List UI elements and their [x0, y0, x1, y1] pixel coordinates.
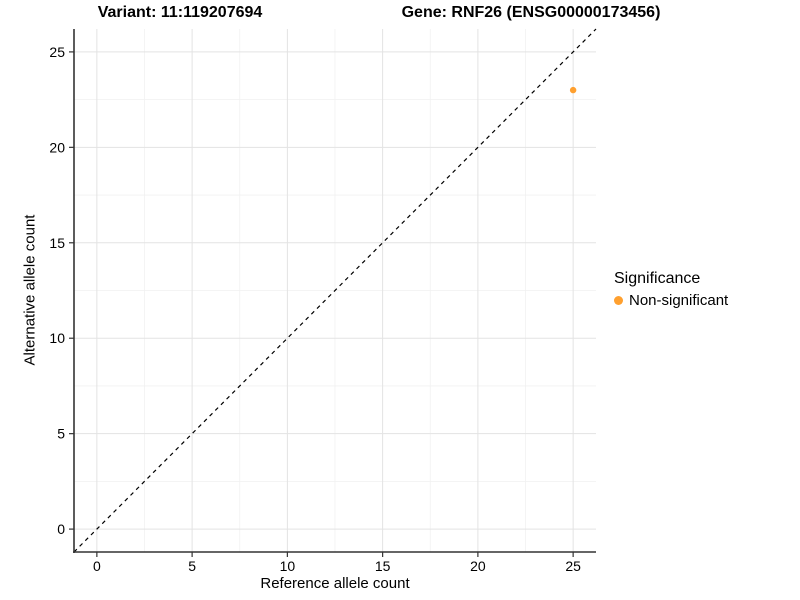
- y-tick-label: 20: [49, 139, 65, 155]
- x-tick-label: 10: [280, 558, 296, 574]
- y-tick-label: 15: [49, 235, 65, 251]
- identity-line: [73, 28, 597, 553]
- x-tick-label: 5: [188, 558, 196, 574]
- y-axis-title: Alternative allele count: [21, 214, 39, 366]
- x-tick-label: 15: [375, 558, 391, 574]
- x-tick-label: 25: [565, 558, 581, 574]
- y-tick-label: 10: [49, 330, 65, 346]
- variant-title: Variant: 11:119207694: [97, 4, 263, 21]
- data-point: [569, 86, 577, 94]
- legend-title: Significance: [614, 270, 701, 287]
- y-tick-label: 25: [49, 44, 65, 60]
- legend-entry-label: Non-significant: [629, 292, 729, 309]
- legend-point-icon: [614, 296, 623, 305]
- legend-entry: Non-significant: [614, 292, 728, 309]
- legend: Significance Non-significant: [614, 270, 728, 309]
- y-tick-label: 5: [57, 426, 65, 442]
- gene-title: Gene: RNF26 (ENSG00000173456): [401, 4, 661, 21]
- y-tick-label: 0: [57, 521, 65, 537]
- x-axis-title: Reference allele count: [260, 575, 410, 592]
- x-tick-label: 20: [470, 558, 486, 574]
- x-tick-label: 0: [93, 558, 101, 574]
